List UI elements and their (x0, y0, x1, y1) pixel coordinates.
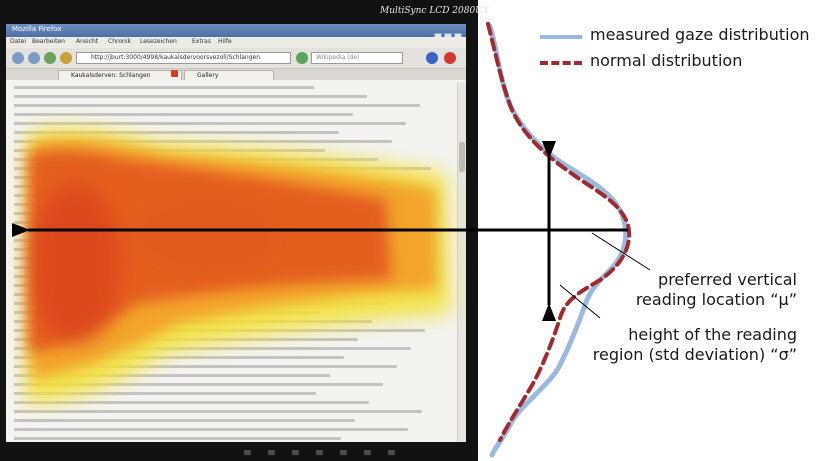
legend-normal-swatch (540, 61, 582, 65)
page-text-line (14, 122, 406, 125)
page-text-line (14, 365, 397, 368)
search-input[interactable]: Wikipedia (de) (311, 52, 403, 64)
forward-arrow-icon[interactable] (28, 52, 40, 64)
normal-distribution-curve (486, 22, 632, 442)
legend-measured-swatch (540, 35, 582, 39)
tab-label: Kaukalsderven: Schlangen (71, 72, 151, 79)
menu-item[interactable]: Datei (10, 38, 27, 45)
browser-screen: Mozilla Firefox Datei Bearbeiten Ansicht… (6, 24, 466, 442)
page-text-line (14, 410, 422, 413)
page-text-line (14, 95, 367, 98)
legend-measured-label: measured gaze distribution (590, 25, 810, 44)
monitor-button (364, 450, 371, 455)
monitor-photo: MultiSync LCD 2080UX Mozilla Firefox Dat… (0, 0, 489, 461)
browser-navbar: http://jburt:3000/4998/kaukalsdervoorsve… (6, 48, 466, 69)
menu-item[interactable]: Lesezeichen (140, 38, 177, 45)
menu-item[interactable]: Chronik (108, 38, 131, 45)
monitor-brand: MultiSync LCD 2080UX (380, 6, 490, 16)
monitor-button (316, 450, 323, 455)
browser-tabbar: Kaukalsderven: Schlangen Gallery (6, 69, 466, 80)
search-placeholder: Wikipedia (de) (316, 54, 360, 61)
home-icon[interactable] (60, 52, 72, 64)
page-text-line (14, 383, 383, 386)
monitor-button (268, 450, 275, 455)
page-text-line (14, 356, 344, 359)
url-input[interactable]: http://jburt:3000/4998/kaukalsdervoorsve… (76, 52, 291, 64)
close-tab-icon[interactable] (171, 70, 178, 77)
browser-menubar: Datei Bearbeiten Ansicht Chronik Lesezei… (6, 37, 466, 48)
stop-icon[interactable] (444, 52, 456, 64)
mu-annotation: preferred vertical reading location “μ” (636, 270, 797, 310)
sigma-annotation-line2: region (std deviation) “σ” (592, 345, 797, 364)
tab-second[interactable]: Gallery (184, 70, 274, 80)
monitor-button (292, 450, 299, 455)
scroll-thumb[interactable] (459, 142, 465, 172)
page-text-line (14, 401, 369, 404)
page-text-line (14, 140, 392, 143)
back-arrow-icon[interactable] (12, 52, 24, 64)
mu-annotation-line1: preferred vertical (658, 270, 797, 289)
tab-active[interactable]: Kaukalsderven: Schlangen (58, 70, 182, 80)
page-text-line (14, 419, 355, 422)
page-text-line (14, 392, 316, 395)
mu-leader-line (591, 232, 651, 271)
page-text-line (14, 428, 408, 431)
tab-label: Gallery (197, 72, 219, 79)
menu-item[interactable]: Ansicht (76, 38, 99, 45)
page-text-line (14, 347, 411, 350)
measured-gaze-curve (487, 23, 629, 458)
monitor-bezel (0, 442, 478, 461)
monitor-button (340, 450, 347, 455)
menu-item[interactable]: Hilfe (218, 38, 232, 45)
bookmark-icon[interactable] (426, 52, 438, 64)
sigma-leader-line (559, 284, 601, 319)
menu-item[interactable]: Extras (192, 38, 211, 45)
refresh-icon[interactable] (44, 52, 56, 64)
page-text-line (14, 374, 330, 377)
page-text-line (14, 437, 341, 440)
page-text-line (14, 131, 339, 134)
sigma-annotation: height of the reading region (std deviat… (593, 325, 797, 365)
scrollbar[interactable] (457, 82, 466, 442)
page-text-line (14, 113, 353, 116)
page-text-line (14, 86, 314, 89)
go-icon[interactable] (296, 52, 308, 64)
sigma-annotation-line1: height of the reading (628, 325, 797, 344)
monitor-button (388, 450, 395, 455)
gaze-heatmap (26, 128, 451, 404)
url-text: http://jburt:3000/4998/kaukalsdervoorsve… (91, 54, 260, 61)
monitor-button (244, 450, 251, 455)
legend-normal-label: normal distribution (590, 51, 743, 70)
mu-annotation-line2: reading location “μ” (635, 290, 797, 309)
page-text-line (14, 104, 420, 107)
browser-title: Mozilla Firefox (12, 25, 62, 33)
menu-item[interactable]: Bearbeiten (32, 38, 65, 45)
